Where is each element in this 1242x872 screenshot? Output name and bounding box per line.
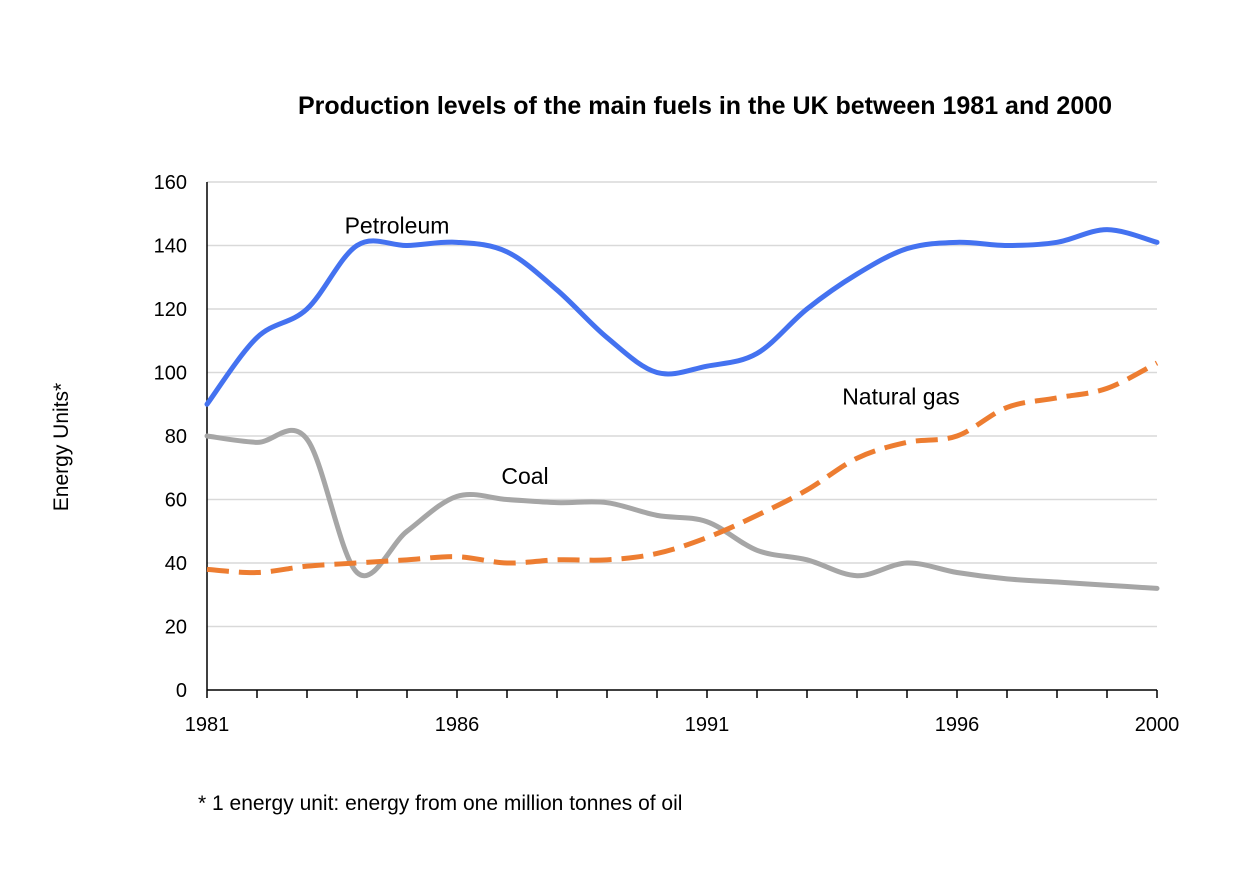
y-tick-label-40: 40	[165, 553, 187, 575]
x-tick-label-1991: 1991	[685, 714, 730, 736]
y-tick-label-160: 160	[154, 172, 187, 194]
x-tick-label-1981: 1981	[185, 714, 230, 736]
x-tick-label-1996: 1996	[935, 714, 980, 736]
x-tick-label-1986: 1986	[435, 714, 480, 736]
y-tick-label-100: 100	[154, 363, 187, 385]
y-tick-label-80: 80	[165, 426, 187, 448]
series-line-petroleum	[204, 227, 1160, 407]
series-line-coal	[204, 427, 1160, 591]
annotation-petroleum: Petroleum	[345, 212, 450, 238]
y-tick-label-60: 60	[165, 490, 187, 512]
annotation-natural-gas: Natural gas	[842, 384, 960, 410]
y-tick-label-120: 120	[154, 299, 187, 321]
x-tick-label-2000: 2000	[1135, 714, 1180, 736]
y-tick-label-140: 140	[154, 236, 187, 258]
annotation-coal: Coal	[501, 463, 548, 489]
chart-title: Production levels of the main fuels in t…	[297, 92, 1113, 120]
footnote: * 1 energy unit: energy from one million…	[198, 792, 683, 815]
y-tick-label-20: 20	[165, 617, 187, 639]
series-line-natural-gas	[206, 360, 1159, 576]
y-tick-label-0: 0	[176, 680, 187, 702]
